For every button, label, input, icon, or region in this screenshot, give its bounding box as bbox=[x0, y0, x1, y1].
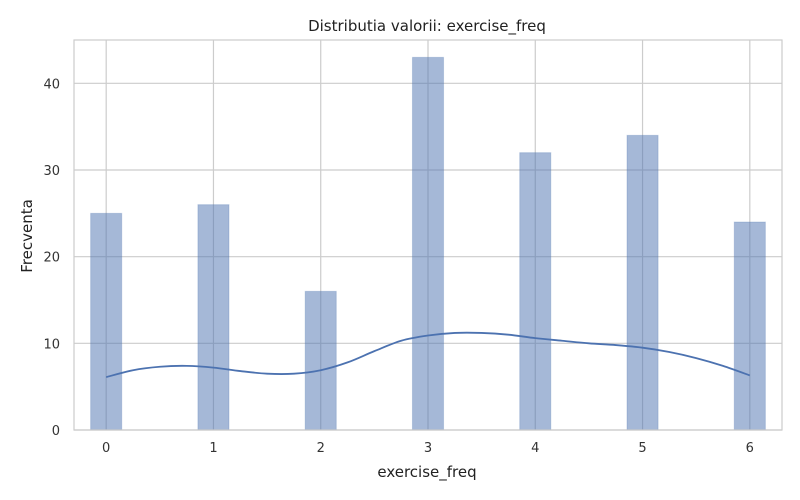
histogram-bar-0 bbox=[90, 212, 123, 431]
plot-frame bbox=[73, 39, 783, 431]
y-axis-ticks: 0 10 20 30 40 bbox=[43, 77, 60, 439]
y-tick-label: 30 bbox=[43, 164, 60, 179]
y-axis-title: Frecventa bbox=[18, 199, 36, 273]
histogram-bar-4 bbox=[519, 152, 552, 431]
x-axis-ticks: 0 1 2 3 4 5 6 bbox=[102, 441, 754, 456]
y-tick-label: 20 bbox=[43, 251, 60, 266]
x-tick-label: 2 bbox=[317, 441, 325, 456]
histogram-bar-3 bbox=[411, 56, 445, 431]
x-tick-label: 6 bbox=[746, 441, 754, 456]
x-tick-label: 1 bbox=[209, 441, 217, 456]
histogram-bar-6 bbox=[733, 221, 766, 431]
histogram-bar-5 bbox=[626, 134, 659, 431]
x-tick-label: 3 bbox=[424, 441, 432, 456]
y-tick-label: 0 bbox=[52, 424, 60, 439]
histogram-bars bbox=[90, 56, 766, 431]
x-tick-label: 5 bbox=[638, 441, 646, 456]
y-tick-label: 10 bbox=[43, 337, 60, 352]
chart-title: Distributia valorii: exercise_freq bbox=[308, 17, 546, 36]
y-tick-label: 40 bbox=[43, 77, 60, 92]
kde-curve-layer bbox=[105, 331, 751, 379]
histogram-bar-2 bbox=[304, 290, 337, 431]
x-axis-title: exercise_freq bbox=[377, 463, 476, 482]
kde-curve bbox=[105, 331, 751, 379]
x-tick-label: 4 bbox=[531, 441, 539, 456]
histogram-bar-1 bbox=[197, 204, 230, 431]
x-tick-label: 0 bbox=[102, 441, 110, 456]
